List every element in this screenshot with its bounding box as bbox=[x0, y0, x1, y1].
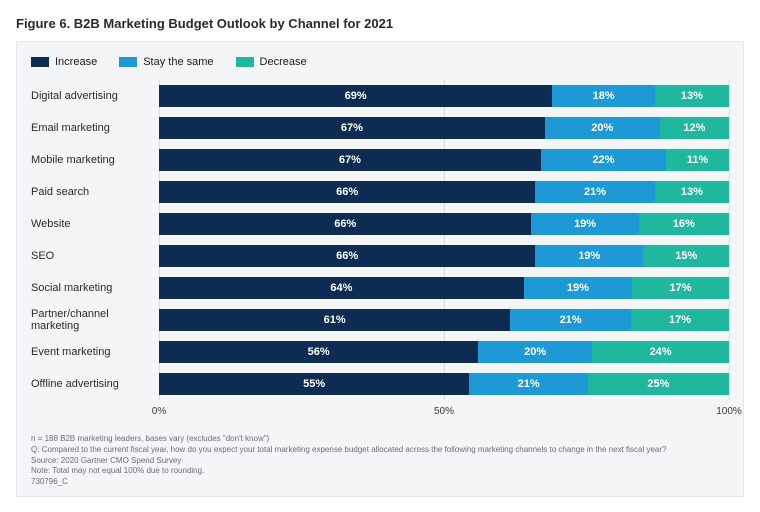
bar-segment-increase: 66% bbox=[159, 213, 531, 235]
row-label: Digital advertising bbox=[31, 80, 159, 112]
footnote-line: Q: Compared to the current fiscal year, … bbox=[31, 445, 729, 456]
bar-segment-same: 21% bbox=[469, 373, 588, 395]
bar-segment-decrease: 11% bbox=[666, 149, 729, 171]
bar-row: 56%20%24% bbox=[159, 336, 729, 368]
bar-segment-increase: 67% bbox=[159, 117, 545, 139]
legend-label-decrease: Decrease bbox=[260, 56, 307, 68]
legend-item-increase: Increase bbox=[31, 56, 97, 68]
bar-segment-same: 21% bbox=[535, 181, 655, 203]
bar-segment-same: 19% bbox=[524, 277, 632, 299]
bar-segment-decrease: 24% bbox=[592, 341, 729, 363]
bar-row: 67%22%11% bbox=[159, 144, 729, 176]
row-label: Email marketing bbox=[31, 112, 159, 144]
legend-label-same: Stay the same bbox=[143, 56, 213, 68]
bar-row: 64%19%17% bbox=[159, 272, 729, 304]
bar-segment-decrease: 17% bbox=[631, 309, 729, 331]
row-label: Social marketing bbox=[31, 272, 159, 304]
bar-segment-same: 20% bbox=[545, 117, 660, 139]
gridline bbox=[729, 80, 730, 400]
bar-row: 67%20%12% bbox=[159, 112, 729, 144]
bar-segment-same: 22% bbox=[541, 149, 666, 171]
bar-row: 66%19%16% bbox=[159, 208, 729, 240]
figure-container: Figure 6. B2B Marketing Budget Outlook b… bbox=[0, 0, 760, 507]
bar-segment-decrease: 12% bbox=[660, 117, 729, 139]
bar: 64%19%17% bbox=[159, 277, 729, 299]
footnote-line: Source: 2020 Gartner CMO Spend Survey bbox=[31, 456, 729, 467]
legend-label-increase: Increase bbox=[55, 56, 97, 68]
bar-row: 69%18%13% bbox=[159, 80, 729, 112]
bar-segment-increase: 55% bbox=[159, 373, 469, 395]
footnote-line: 730796_C bbox=[31, 477, 729, 488]
bar-segment-increase: 64% bbox=[159, 277, 524, 299]
bar: 67%22%11% bbox=[159, 149, 729, 171]
row-label: Mobile marketing bbox=[31, 144, 159, 176]
bar-segment-decrease: 16% bbox=[639, 213, 729, 235]
bar-segment-increase: 56% bbox=[159, 341, 478, 363]
x-tick: 0% bbox=[152, 406, 166, 417]
legend-swatch-increase bbox=[31, 57, 49, 67]
plot-area: 69%18%13%67%20%12%67%22%11%66%21%13%66%1… bbox=[159, 80, 729, 400]
bar-row: 66%19%15% bbox=[159, 240, 729, 272]
bar: 67%20%12% bbox=[159, 117, 729, 139]
bar-segment-decrease: 13% bbox=[655, 85, 729, 107]
row-label: Offline advertising bbox=[31, 368, 159, 400]
bar-segment-decrease: 17% bbox=[632, 277, 729, 299]
bar: 56%20%24% bbox=[159, 341, 729, 363]
bar-row: 55%21%25% bbox=[159, 368, 729, 400]
bar-segment-same: 20% bbox=[478, 341, 592, 363]
bar: 69%18%13% bbox=[159, 85, 729, 107]
x-tick: 50% bbox=[434, 406, 454, 417]
chart-body: Digital advertisingEmail marketingMobile… bbox=[31, 80, 729, 424]
footnotes: n = 188 B2B marketing leaders, bases var… bbox=[31, 434, 729, 488]
legend-swatch-decrease bbox=[236, 57, 254, 67]
chart-panel: Increase Stay the same Decrease Digital ad… bbox=[16, 41, 744, 497]
bar-segment-same: 19% bbox=[535, 245, 643, 267]
row-label: SEO bbox=[31, 240, 159, 272]
bar-segment-increase: 66% bbox=[159, 245, 535, 267]
bar-segment-increase: 69% bbox=[159, 85, 552, 107]
legend-swatch-same bbox=[119, 57, 137, 67]
row-label: Event marketing bbox=[31, 336, 159, 368]
bar-row: 66%21%13% bbox=[159, 176, 729, 208]
bar-segment-same: 21% bbox=[510, 309, 631, 331]
bar: 66%21%13% bbox=[159, 181, 729, 203]
footnote-line: n = 188 B2B marketing leaders, bases var… bbox=[31, 434, 729, 445]
bar: 61%21%17% bbox=[159, 309, 729, 331]
bar-segment-same: 19% bbox=[531, 213, 638, 235]
footnote-line: Note: Total may not equal 100% due to ro… bbox=[31, 466, 729, 477]
bar-segment-same: 18% bbox=[552, 85, 655, 107]
row-label: Paid search bbox=[31, 176, 159, 208]
row-label: Website bbox=[31, 208, 159, 240]
legend-item-same: Stay the same bbox=[119, 56, 213, 68]
bar-segment-increase: 67% bbox=[159, 149, 541, 171]
bar: 55%21%25% bbox=[159, 373, 729, 395]
bar: 66%19%16% bbox=[159, 213, 729, 235]
bars-column: 69%18%13%67%20%12%67%22%11%66%21%13%66%1… bbox=[159, 80, 729, 424]
bar-segment-decrease: 25% bbox=[588, 373, 729, 395]
row-label: Partner/channel marketing bbox=[31, 304, 159, 336]
bar-segment-decrease: 13% bbox=[655, 181, 729, 203]
figure-title: Figure 6. B2B Marketing Budget Outlook b… bbox=[16, 16, 744, 31]
bar-row: 61%21%17% bbox=[159, 304, 729, 336]
bar: 66%19%15% bbox=[159, 245, 729, 267]
labels-column: Digital advertisingEmail marketingMobile… bbox=[31, 80, 159, 424]
x-axis: 0%50%100% bbox=[159, 402, 729, 424]
x-tick: 100% bbox=[716, 406, 742, 417]
bar-segment-increase: 61% bbox=[159, 309, 510, 331]
bar-segment-decrease: 15% bbox=[643, 245, 729, 267]
legend: Increase Stay the same Decrease bbox=[31, 56, 729, 68]
bar-segment-increase: 66% bbox=[159, 181, 535, 203]
legend-item-decrease: Decrease bbox=[236, 56, 307, 68]
